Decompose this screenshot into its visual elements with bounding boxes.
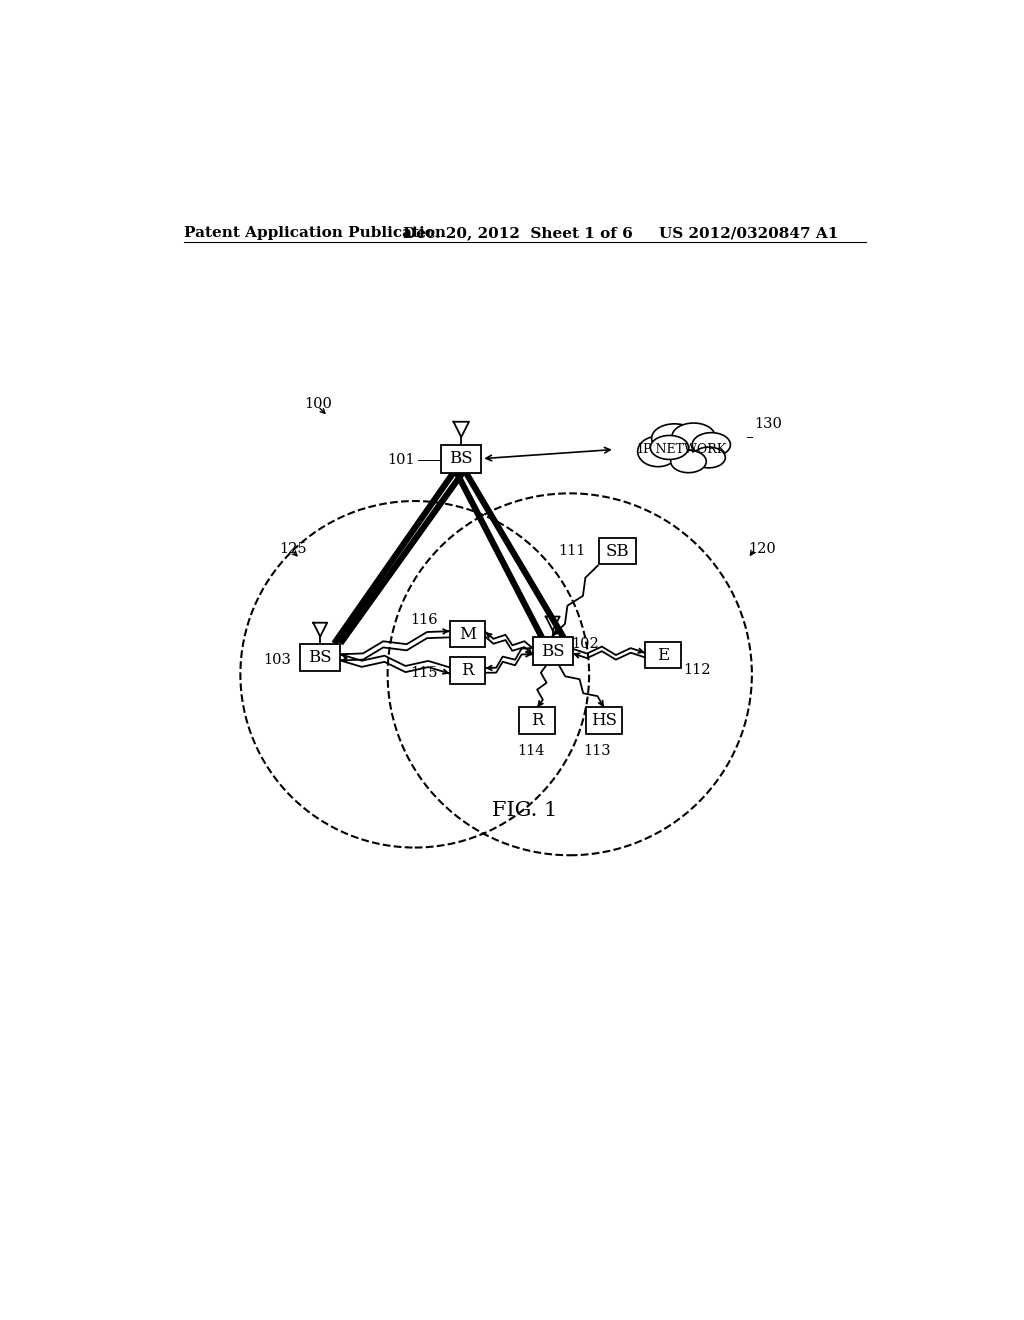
FancyBboxPatch shape [450, 622, 485, 647]
FancyBboxPatch shape [441, 445, 481, 473]
FancyBboxPatch shape [645, 642, 681, 668]
Text: 103: 103 [263, 653, 291, 668]
Ellipse shape [650, 436, 688, 459]
Text: US 2012/0320847 A1: US 2012/0320847 A1 [658, 226, 839, 240]
Ellipse shape [692, 447, 725, 467]
Ellipse shape [638, 436, 678, 467]
Text: 102: 102 [571, 636, 599, 651]
FancyBboxPatch shape [450, 657, 485, 684]
Text: HS: HS [591, 711, 616, 729]
FancyBboxPatch shape [519, 708, 555, 734]
Text: IP NETWORK: IP NETWORK [638, 444, 726, 455]
Text: 120: 120 [748, 543, 776, 556]
Ellipse shape [692, 433, 730, 457]
Text: M: M [459, 626, 476, 643]
Ellipse shape [672, 422, 715, 450]
FancyBboxPatch shape [599, 539, 636, 564]
Text: FIG. 1: FIG. 1 [493, 801, 557, 820]
Text: SB: SB [606, 543, 630, 560]
Text: R: R [461, 661, 474, 678]
Text: R: R [531, 711, 544, 729]
Text: E: E [656, 647, 669, 664]
Text: 125: 125 [280, 543, 307, 556]
Text: 116: 116 [411, 614, 438, 627]
Text: 114: 114 [517, 743, 545, 758]
Text: BS: BS [450, 450, 473, 467]
Text: BS: BS [541, 643, 564, 660]
Text: 101: 101 [387, 453, 415, 467]
FancyBboxPatch shape [532, 638, 572, 665]
FancyBboxPatch shape [586, 708, 622, 734]
Text: 113: 113 [583, 743, 610, 758]
FancyBboxPatch shape [300, 644, 340, 671]
Text: 112: 112 [683, 664, 711, 677]
Ellipse shape [671, 450, 707, 473]
Text: BS: BS [308, 649, 332, 665]
Text: 111: 111 [558, 544, 586, 558]
Text: 130: 130 [755, 417, 782, 432]
Ellipse shape [651, 424, 697, 453]
Text: 115: 115 [411, 665, 438, 680]
Text: Dec. 20, 2012  Sheet 1 of 6: Dec. 20, 2012 Sheet 1 of 6 [403, 226, 633, 240]
Text: 100: 100 [305, 397, 333, 411]
Text: Patent Application Publication: Patent Application Publication [183, 226, 445, 240]
